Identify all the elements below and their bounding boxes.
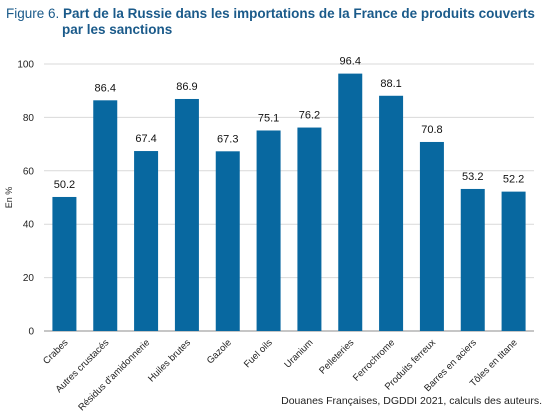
data-label: 75.1 <box>258 112 279 124</box>
figure-label: Figure 6. <box>6 6 60 21</box>
bars <box>52 73 526 332</box>
data-label: 67.4 <box>135 133 156 145</box>
x-tick-label: Crabes <box>41 337 71 367</box>
data-label: 86.9 <box>176 81 197 93</box>
bar <box>174 98 199 332</box>
x-tick-label: Uranium <box>282 337 315 370</box>
x-tick-label: Résidus d'amidonnerie <box>76 337 152 413</box>
data-label: 88.1 <box>380 78 401 90</box>
bar <box>419 141 444 331</box>
bar <box>134 151 159 331</box>
bar <box>256 130 281 331</box>
bar <box>338 73 363 331</box>
y-tick-label: 0 <box>28 327 34 338</box>
gridlines <box>44 63 534 332</box>
y-tick-label: 60 <box>23 166 35 177</box>
data-label: 70.8 <box>421 124 442 136</box>
y-tick-label: 100 <box>17 60 34 71</box>
y-tick-label: 80 <box>23 113 35 124</box>
data-label: 53.2 <box>462 171 483 183</box>
bar <box>297 127 322 332</box>
figure-title-line2: par les sanctions <box>62 22 173 37</box>
x-tick-label: Huiles brutes <box>146 337 193 384</box>
data-label: 52.2 <box>503 174 524 186</box>
source-note: Douanes Françaises, DGDDI 2021, calculs … <box>281 395 542 407</box>
bar <box>215 151 240 331</box>
figure-title: Figure 6. Part de la Russie dans les imp… <box>6 6 546 38</box>
data-label: 76.2 <box>299 110 320 122</box>
bar <box>52 196 77 331</box>
y-tick-label: 40 <box>23 220 35 231</box>
x-tick-label: Fuel oils <box>242 337 275 370</box>
bar <box>501 191 526 331</box>
y-tick-label: 20 <box>23 273 35 284</box>
data-label: 50.2 <box>54 179 75 191</box>
data-label: 67.3 <box>217 133 238 145</box>
bar <box>379 95 404 331</box>
bar <box>460 188 485 331</box>
y-axis-label: En % <box>4 187 14 209</box>
data-label: 96.4 <box>340 56 361 68</box>
y-axis-ticks: 0 20 40 60 80 100 <box>17 60 34 338</box>
bar <box>93 100 118 331</box>
data-labels: 50.2 86.4 67.4 86.9 67.3 75.1 76.2 96.4 88.1 70.8… <box>54 56 525 191</box>
data-label: 86.4 <box>95 82 116 94</box>
x-tick-label: Pelleteries <box>317 337 356 376</box>
figure-title-line1: Part de la Russie dans les importations … <box>63 6 535 21</box>
x-tick-label: Gazole <box>205 337 234 366</box>
